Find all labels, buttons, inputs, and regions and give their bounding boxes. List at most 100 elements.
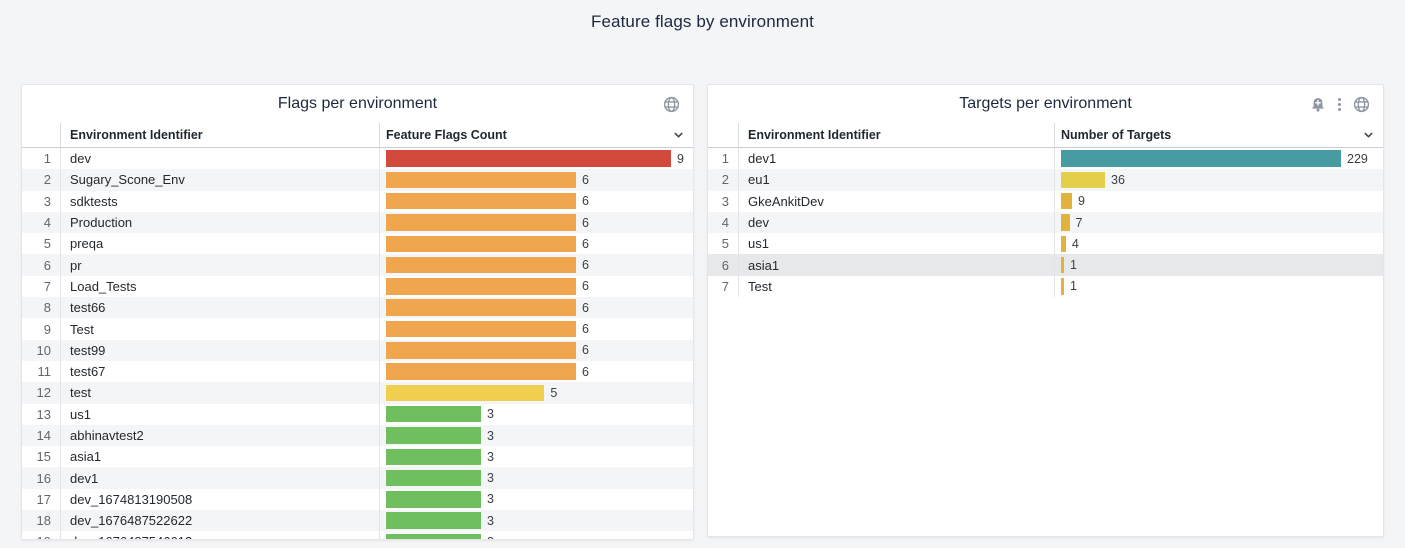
environment-identifier: dev xyxy=(748,215,769,231)
gauge-cell: 3 xyxy=(380,489,693,510)
gauge-bar xyxy=(1061,150,1341,167)
environment-identifier: dev_1676487546612 xyxy=(61,534,379,539)
environment-identifier: Sugary_Scone_Env xyxy=(70,172,185,188)
environment-identifier: dev_1676487522622 xyxy=(70,513,193,529)
gauge-cell: 5 xyxy=(380,382,693,403)
row-index: 18 xyxy=(36,513,51,529)
table-row: 13 us1 3 xyxy=(22,403,693,425)
table-body-0: 1 dev 9 2 Sugary_Scone_Env 6 3 sdktests 6 4 Produc… xyxy=(22,148,693,539)
gauge-cell: 3 xyxy=(380,446,693,467)
table-header: Environment Identifier Number of Targets xyxy=(708,123,1383,148)
gauge-cell: 6 xyxy=(380,169,693,190)
table-row: 7 Test 1 xyxy=(708,275,1383,298)
gauge-cell: 9 xyxy=(1055,191,1383,212)
gauge-bar xyxy=(386,469,481,487)
environment-identifier: GkeAnkitDev xyxy=(748,193,824,209)
table-body-1: 1 dev1 229 2 eu1 36 3 GkeAnkitDev 9 4 dev 7 5 us1 4 6 as… xyxy=(708,148,1383,298)
gauge-bar xyxy=(386,320,576,338)
table-row: 16 dev1 3 xyxy=(22,467,693,489)
table-row: 5 us1 4 xyxy=(708,233,1383,255)
table-row: 9 Test 6 xyxy=(22,318,693,340)
environment-identifier: Test xyxy=(748,278,772,294)
gauge-cell: 6 xyxy=(380,233,693,254)
globe-icon[interactable] xyxy=(1353,96,1370,113)
gauge-cell: 6 xyxy=(380,297,693,318)
gauge-value: 5 xyxy=(550,385,558,400)
gauge-value: 6 xyxy=(582,279,589,294)
environment-identifier: dev1 xyxy=(70,470,99,486)
table-row: 2 Sugary_Scone_Env 6 xyxy=(22,169,693,191)
globe-icon[interactable] xyxy=(663,96,680,113)
chevron-down-icon[interactable] xyxy=(1362,129,1375,142)
chevron-down-icon[interactable] xyxy=(672,129,685,142)
environment-identifier: dev xyxy=(70,151,91,167)
environment-identifier: us1 xyxy=(70,406,91,422)
row-index: 9 xyxy=(43,321,51,337)
table-row: 1 dev 9 xyxy=(22,148,693,170)
panel-targets-per-environment: Targets per environment Envir xyxy=(707,84,1384,537)
gauge-bar xyxy=(1061,235,1066,253)
table-row: 19dev_1676487546612 3 xyxy=(22,531,693,539)
table-row: 4 dev 7 xyxy=(708,211,1383,234)
table-row: 17 dev_1674813190508 3 xyxy=(22,488,693,511)
kebab-menu-icon[interactable] xyxy=(1337,96,1342,113)
gauge-bar xyxy=(386,278,576,295)
gauge-bar xyxy=(1061,214,1070,231)
environment-identifier: eu1 xyxy=(748,172,770,188)
gauge-value: 1 xyxy=(1070,258,1077,273)
environment-identifier: us1 xyxy=(748,236,769,252)
table-row: 8 test66 6 xyxy=(22,297,693,319)
gauge-value: 6 xyxy=(582,322,589,337)
environment-identifier: pr xyxy=(70,257,82,273)
gauge-value: 3 xyxy=(487,449,494,464)
bell-plus-icon[interactable] xyxy=(1310,96,1326,113)
gauge-bar xyxy=(386,256,576,274)
gauge-value: 3 xyxy=(487,535,494,539)
gauge-bar xyxy=(386,427,481,444)
row-index: 8 xyxy=(43,300,51,316)
panel-title[interactable]: Flags per environment xyxy=(277,95,438,112)
table-row: 11 test67 6 xyxy=(22,360,693,383)
gauge-value: 3 xyxy=(487,513,494,528)
gauge-bar xyxy=(386,448,481,466)
column-header-environment-identifier[interactable]: Environment Identifier xyxy=(70,128,203,142)
environment-identifier: test67 xyxy=(70,364,106,380)
gauge-cell: 6 xyxy=(380,254,693,275)
gauge-bar xyxy=(1061,171,1106,189)
environment-identifier: sdktests xyxy=(70,193,118,209)
row-index: 2 xyxy=(721,172,729,188)
row-index: 6 xyxy=(43,257,51,273)
gauge-cell: 3 xyxy=(380,510,693,531)
gauge-cell: 9 xyxy=(380,148,693,169)
environment-identifier: abhinavtest2 xyxy=(70,428,144,443)
gauge-cell: 6 xyxy=(380,212,693,233)
row-index: 4 xyxy=(721,215,729,231)
column-header-environment-identifier[interactable]: Environment Identifier xyxy=(748,128,881,142)
dashboard-title: Feature flags by environment xyxy=(591,12,814,31)
environment-identifier: dev_1674813190508 xyxy=(70,491,193,507)
gauge-cell: 1 xyxy=(1055,254,1383,275)
row-index: 5 xyxy=(721,236,729,252)
panel-flags-per-environment: Flags per environment Environment Identi… xyxy=(21,84,694,540)
table-row: 3 sdktests 6 xyxy=(22,190,693,212)
row-index: 4 xyxy=(43,215,51,231)
row-index: 7 xyxy=(43,278,51,294)
table-row: 7 Load_Tests 6 xyxy=(22,275,693,298)
gauge-value: 6 xyxy=(582,343,589,358)
column-header-feature-flags-count[interactable]: Feature Flags Count xyxy=(386,128,507,142)
row-index: 3 xyxy=(43,193,51,209)
gauge-value: 6 xyxy=(582,258,589,273)
gauge-cell: 3 xyxy=(380,425,693,446)
gauge-bar xyxy=(386,363,576,380)
column-header-number-of-targets[interactable]: Number of Targets xyxy=(1061,128,1172,142)
panel-header: Targets per environment xyxy=(708,85,1383,123)
table-row: 10 test99 6 xyxy=(22,339,693,361)
row-index: 14 xyxy=(36,428,51,443)
panel-title[interactable]: Targets per environment xyxy=(959,95,1132,112)
gauge-cell: 1 xyxy=(1055,276,1383,297)
gauge-cell: 3 xyxy=(380,531,693,539)
row-index: 5 xyxy=(43,236,51,252)
gauge-value: 9 xyxy=(677,151,684,166)
environment-identifier: Load_Tests xyxy=(70,278,137,294)
table-row: 6 pr 6 xyxy=(22,254,693,276)
